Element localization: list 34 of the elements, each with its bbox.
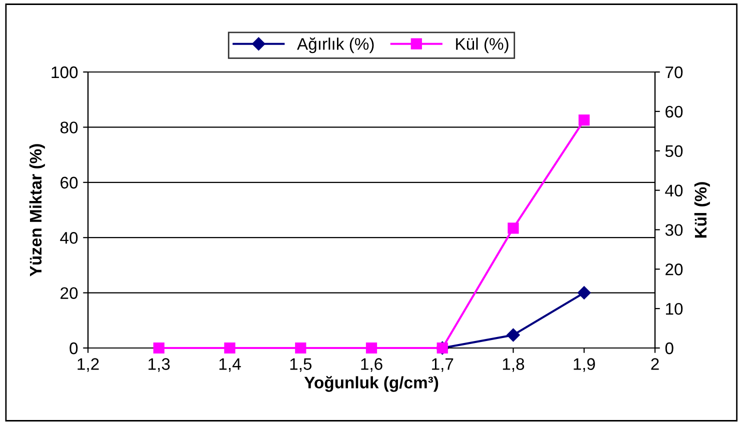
point [224,342,236,354]
x-tick-label: 1,5 [290,358,312,372]
y-tick-label: 0 [70,342,78,354]
point [153,342,164,354]
point [366,342,378,354]
y2-tick-label: 0 [665,342,674,354]
y2-tick-label: 10 [666,302,683,315]
x-tick-label: 2 [651,358,659,370]
y2-tick-label: 70 [666,66,683,78]
y-tick-label: 100 [52,66,78,78]
x-tick-label: 1,4 [219,358,241,372]
x-tick-label: 1,8 [502,358,524,372]
legend-label: Kül (%) [456,38,508,54]
y2-tick-label: 40 [665,184,683,196]
y-axis-title: Yüzen Miktar (%) [29,144,45,276]
x-tick-label: 1,6 [361,358,382,372]
x-tick-label: 1,3 [148,358,170,372]
x-tick-label: 1,7 [432,358,454,372]
x-tick-label: 1,9 [574,358,595,372]
y2-tick-label: 20 [666,264,683,276]
y-tick-label: 40 [60,232,78,244]
y2-tick-label: 30 [665,224,683,236]
y2-tick-label: 50 [665,145,683,158]
legend-label: Ağırlık (%) [296,37,374,54]
y-tick-label: 60 [60,176,78,189]
y2-tick-label: 60 [666,106,683,118]
x-tick-label: 1,2 [78,358,99,372]
y-tick-label: 80 [60,122,78,134]
y-tick-label: 20 [60,287,78,300]
point [295,342,306,354]
point [578,114,590,126]
x-axis-title: Yoğunluk (g/cm³) [304,376,438,392]
y2-axis-title: Kül (%) [694,182,710,238]
point [508,222,519,234]
